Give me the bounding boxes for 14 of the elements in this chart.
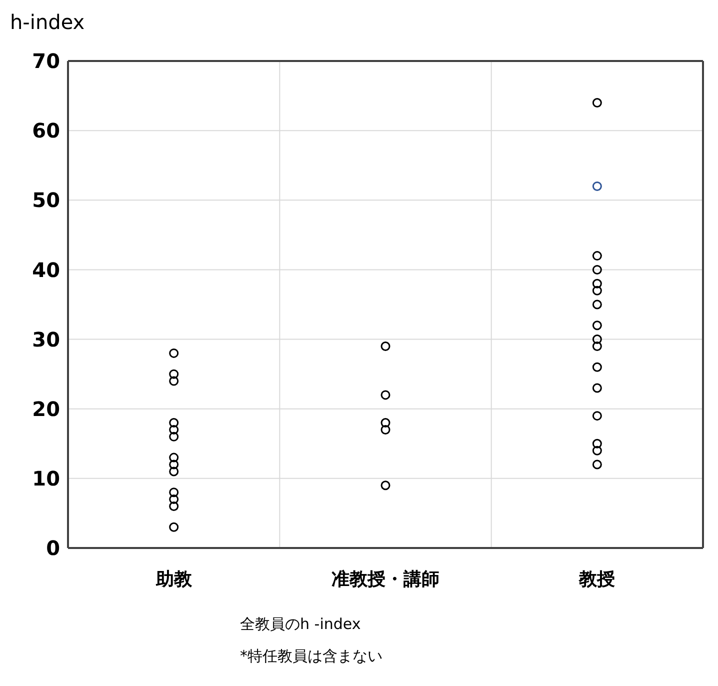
x-tick-label: 教授 xyxy=(578,568,616,590)
y-tick-label: 30 xyxy=(32,327,60,352)
y-tick-label: 20 xyxy=(32,396,60,421)
y-tick-label: 70 xyxy=(32,49,60,74)
text: *特任教員は含まない xyxy=(240,646,384,667)
y-tick-label: 40 xyxy=(32,258,60,282)
y-tick-label: 60 xyxy=(32,118,60,143)
y-tick-label: 10 xyxy=(32,466,60,491)
x-tick-label: 助教 xyxy=(154,568,193,590)
y-tick-label: 50 xyxy=(32,188,60,212)
x-tick-label: 准教授・講師 xyxy=(332,568,440,590)
text: 全教員のh -index xyxy=(240,614,362,635)
y-axis-title: h-index xyxy=(10,9,86,36)
y-tick-label: 0 xyxy=(46,536,60,560)
